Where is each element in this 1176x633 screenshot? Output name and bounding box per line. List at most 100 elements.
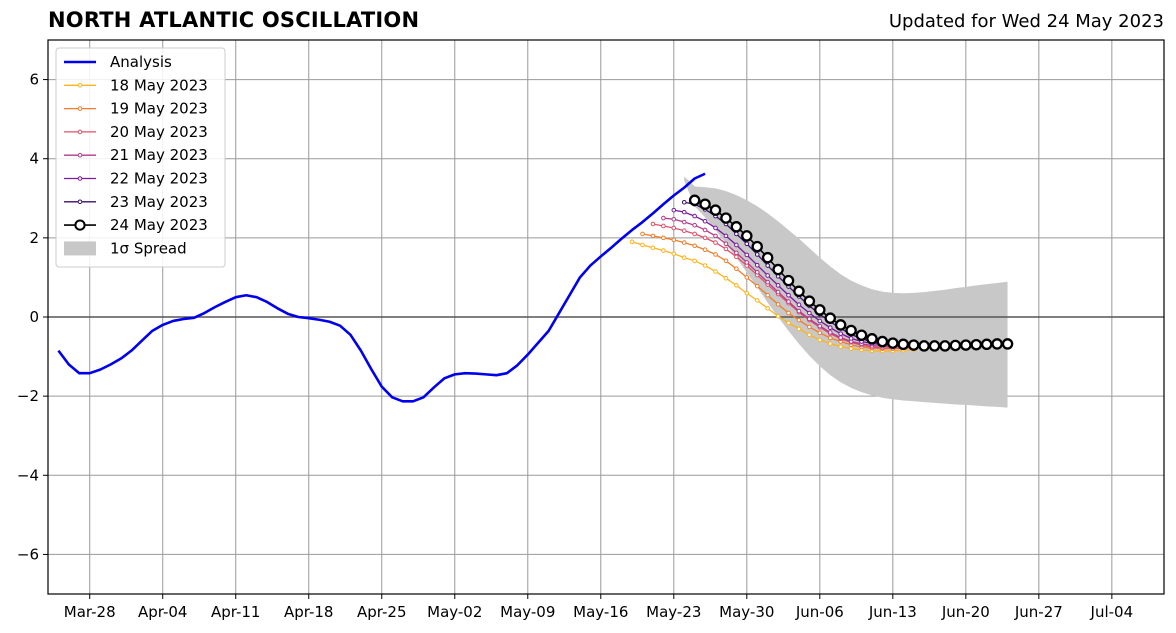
forecast-point [817, 330, 823, 336]
forecast-point [796, 317, 802, 323]
x-tick-label: Jul-04 [1090, 603, 1134, 621]
forecast-point [713, 240, 718, 245]
legend-label: 24 May 2023 [110, 216, 208, 234]
current-forecast-point [814, 304, 826, 316]
forecast-point [786, 299, 791, 304]
forecast-point [848, 336, 854, 341]
forecast-point [681, 199, 687, 205]
forecast-point [734, 254, 739, 260]
legend-marker [77, 152, 83, 158]
forecast-point [671, 251, 677, 256]
current-forecast-point [876, 335, 889, 348]
x-tick-label: May-23 [646, 603, 701, 621]
updated-date: Updated for Wed 24 May 2023 [888, 11, 1164, 32]
forecast-point [744, 290, 750, 296]
current-forecast-point [991, 338, 1003, 350]
forecast-point [681, 209, 687, 215]
forecast-point [827, 330, 833, 335]
legend-marker [77, 176, 83, 181]
current-forecast-point [793, 285, 805, 298]
forecast-point [671, 237, 677, 243]
legend-label: 22 May 2023 [110, 170, 208, 188]
forecast-point [827, 341, 833, 346]
x-tick-label: Apr-18 [284, 603, 334, 621]
chart-title: NORTH ATLANTIC OSCILLATION [48, 8, 420, 32]
y-tick-label: −6 [17, 545, 39, 563]
current-forecast-point [887, 337, 899, 349]
forecast-point [807, 310, 812, 316]
x-tick-label: Mar-28 [64, 603, 116, 621]
forecast-point [640, 242, 645, 248]
y-tick-label: −2 [17, 387, 39, 405]
current-forecast-point [897, 338, 910, 351]
forecast-point [838, 344, 843, 349]
forecast-point [786, 310, 791, 316]
y-tick-label: 6 [29, 71, 39, 89]
legend-label: 1σ Spread [110, 239, 187, 257]
forecast-point [754, 283, 760, 289]
legend-item: 22 May 2023 [64, 170, 208, 188]
legend-item: 21 May 2023 [64, 146, 208, 164]
forecast-point [775, 313, 781, 319]
forecast-point [807, 316, 812, 322]
forecast-point [765, 279, 770, 285]
forecast-point [744, 275, 750, 280]
forecast-point [765, 263, 770, 268]
forecast-point [650, 221, 656, 227]
legend-label: 18 May 2023 [110, 76, 208, 94]
forecast-point [629, 239, 635, 245]
forecast-19-may-2023 [640, 231, 916, 351]
forecast-point [650, 233, 656, 239]
forecast-point [650, 245, 656, 251]
x-tick-label: May-16 [573, 603, 628, 621]
forecast-point [786, 292, 791, 298]
forecast-point [713, 269, 718, 274]
forecast-point [765, 305, 770, 311]
current-forecast-point [824, 312, 836, 324]
forecast-point [681, 255, 687, 260]
forecast-point [702, 227, 708, 233]
forecast-point [807, 324, 812, 330]
forecast-point [661, 235, 666, 241]
forecast-point [827, 325, 833, 330]
forecast-point [838, 331, 843, 336]
forecast-point [723, 258, 729, 264]
forecast-point [661, 215, 666, 221]
forecast-point [796, 302, 802, 308]
current-forecast-point [855, 329, 868, 341]
forecast-point [744, 241, 750, 247]
forecast-point [796, 326, 802, 332]
forecast-point [765, 292, 770, 298]
forecast-point [713, 252, 718, 257]
forecast-point [765, 273, 770, 278]
forecast-point [838, 335, 843, 340]
forecast-point [786, 320, 791, 326]
forecast-point [723, 241, 729, 247]
forecast-point [807, 332, 812, 338]
current-forecast-point [720, 212, 732, 224]
x-tick-label: Jun-06 [795, 603, 844, 621]
current-forecast-point [834, 319, 847, 331]
legend-item: 1σ Spread [64, 239, 187, 257]
forecast-point [671, 225, 677, 231]
y-tick-label: 4 [29, 150, 39, 168]
x-tick-label: Apr-25 [357, 603, 407, 621]
forecast-point [775, 302, 781, 307]
forecast-point [640, 231, 645, 237]
x-tick-label: Jun-13 [868, 603, 917, 621]
legend-marker [74, 219, 86, 231]
x-tick-label: Jun-20 [941, 603, 990, 621]
x-tick-label: May-30 [719, 603, 774, 621]
current-forecast-point [782, 274, 795, 287]
forecast-point [817, 318, 823, 324]
legend-item: Analysis [64, 53, 172, 71]
forecast-point [713, 233, 718, 239]
legend-marker [77, 199, 83, 205]
forecast-point [692, 213, 697, 219]
forecast-point [734, 283, 739, 288]
forecast-point [775, 289, 781, 295]
legend-label: 21 May 2023 [110, 146, 208, 164]
forecast-point [661, 223, 666, 229]
forecast-point [754, 252, 760, 257]
